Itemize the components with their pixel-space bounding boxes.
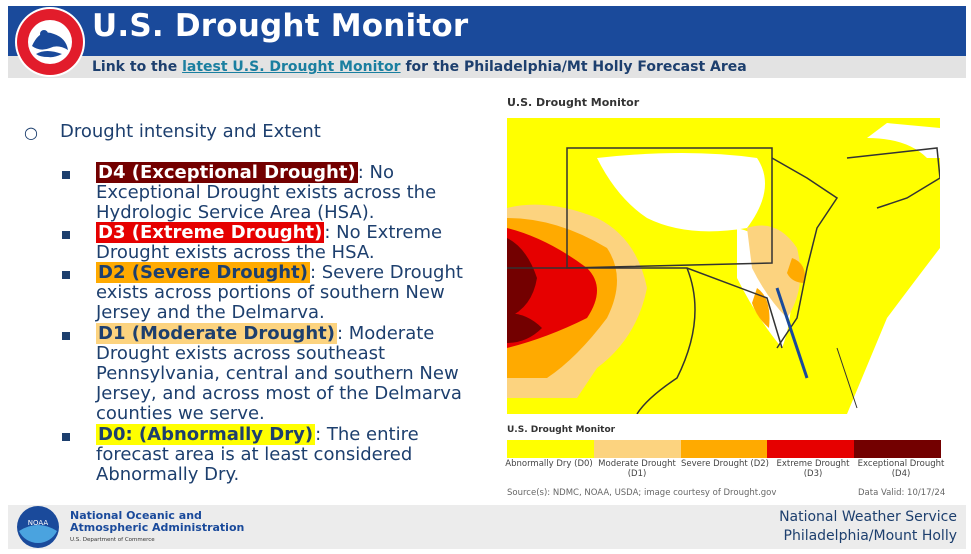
noaa-name-line1: National Oceanic and: [70, 509, 202, 522]
legend-swatch-d2: [680, 440, 768, 458]
legend-color-bar: [507, 440, 941, 458]
legend-labels: Abnormally Dry (D0) Moderate Drought (D1…: [505, 459, 945, 479]
legend-label-d0: Abnormally Dry (D0): [505, 459, 593, 469]
footer-bar: [8, 505, 966, 549]
d3-text: : No Extreme Drought exists across the H…: [96, 222, 443, 263]
legend-swatch-d1: [593, 440, 681, 458]
d3-tag: D3 (Extreme Drought): [96, 222, 325, 243]
bullet-square-icon: [62, 433, 70, 441]
nws-line2: Philadelphia/Mount Holly: [783, 528, 958, 544]
noaa-logo-text: NOAA: [28, 519, 49, 527]
nws-office: National Weather Service Philadelphia/Mou…: [779, 508, 957, 546]
d2-tag: D2 (Severe Drought): [96, 262, 310, 283]
legend-swatch-d4: [854, 440, 941, 458]
legend-label-d4: Exceptional Drought (D4): [857, 459, 945, 479]
data-valid-date: Data Valid: 10/17/24: [858, 488, 946, 498]
legend-swatch-d3: [767, 440, 855, 458]
subtitle: Link to the latest U.S. Drought Monitor …: [92, 59, 747, 75]
bullet-circle-icon: ○: [24, 123, 38, 142]
bullet-square-icon: [62, 332, 70, 340]
list-item: D4 (Exceptional Drought): No Exceptional…: [96, 162, 476, 223]
d2-text: : Severe Drought exists across portions …: [96, 262, 463, 323]
d0-tag: D0: (Abnormally Dry): [96, 424, 316, 445]
d4-text: : No Exceptional Drought exists across t…: [96, 162, 437, 223]
noaa-name: National Oceanic and Atmospheric Administ…: [70, 510, 244, 534]
title-banner: [8, 6, 966, 56]
list-item: D2 (Severe Drought): Severe Drought exis…: [96, 262, 476, 323]
noaa-logo-icon: NOAA: [17, 506, 59, 548]
legend-label-d3: Extreme Drought (D3): [776, 459, 850, 479]
legend-label-d2: Severe Drought (D2): [681, 459, 769, 469]
bullet-square-icon: [62, 171, 70, 179]
list-item: D3 (Extreme Drought): No Extreme Drought…: [96, 222, 476, 263]
d1-tag: D1 (Moderate Drought): [96, 323, 337, 344]
noaa-department: U.S. Department of Commerce: [70, 537, 155, 543]
legend-swatch-d0: [507, 440, 594, 458]
nws-logo-icon: [15, 7, 85, 77]
d1-text: : Moderate Drought exists across southea…: [96, 323, 462, 424]
list-item: D1 (Moderate Drought): Moderate Drought …: [96, 323, 476, 424]
bullet-square-icon: [62, 271, 70, 279]
drought-map: [507, 118, 940, 414]
d4-tag: D4 (Exceptional Drought): [96, 162, 358, 183]
drought-heading: Drought intensity and Extent: [60, 121, 321, 142]
nws-line1: National Weather Service: [779, 509, 957, 525]
map-title: U.S. Drought Monitor: [507, 96, 640, 109]
subtitle-prefix: Link to the: [92, 59, 183, 75]
d0-text: : The entire forecast area is at least c…: [96, 424, 419, 485]
subtitle-suffix: for the Philadelphia/Mt Holly Forecast A…: [400, 59, 747, 75]
subtitle-bar: [8, 56, 966, 78]
legend-title: U.S. Drought Monitor: [507, 425, 616, 435]
legend-label-d1: Moderate Drought (D1): [598, 459, 676, 479]
bullet-square-icon: [62, 231, 70, 239]
page-title: U.S. Drought Monitor: [92, 8, 469, 44]
list-item: D0: (Abnormally Dry): The entire forecas…: [96, 424, 476, 485]
drought-monitor-link[interactable]: latest U.S. Drought Monitor: [182, 59, 401, 75]
map-source: Source(s): NDMC, NOAA, USDA; image court…: [507, 488, 777, 498]
noaa-name-line2: Atmospheric Administration: [70, 521, 245, 534]
